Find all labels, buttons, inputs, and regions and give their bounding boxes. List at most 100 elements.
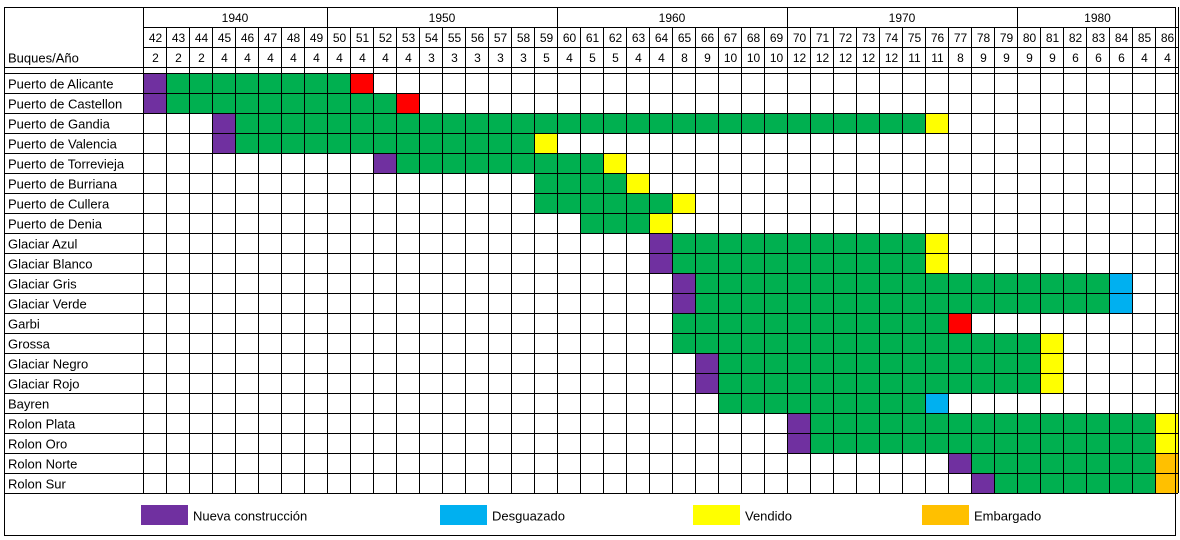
- fleet-count-label: 12: [816, 51, 830, 65]
- year-label: 59: [540, 31, 554, 45]
- timeline-cell: [695, 293, 718, 313]
- timeline-cell: [718, 333, 741, 353]
- timeline-cell: [1155, 413, 1178, 433]
- timeline-cell: [396, 93, 419, 113]
- timeline-cell: [948, 353, 971, 373]
- timeline-cell: [787, 253, 810, 273]
- year-label: 43: [172, 31, 186, 45]
- year-label: 86: [1161, 31, 1175, 45]
- timeline-cell: [1040, 273, 1063, 293]
- timeline-cell: [718, 113, 741, 133]
- timeline-cell: [833, 313, 856, 333]
- timeline-cell: [580, 113, 603, 133]
- fleet-count-label: 12: [839, 51, 853, 65]
- year-label: 84: [1115, 31, 1129, 45]
- timeline-cell: [1086, 273, 1109, 293]
- timeline-cell: [580, 213, 603, 233]
- timeline-cell: [1063, 433, 1086, 453]
- timeline-cell: [902, 333, 925, 353]
- timeline-cell: [879, 273, 902, 293]
- timeline-cell: [718, 393, 741, 413]
- timeline-cell: [741, 253, 764, 273]
- year-label: 78: [977, 31, 991, 45]
- timeline-cell: [350, 133, 373, 153]
- timeline-cell: [879, 233, 902, 253]
- timeline-cell: [971, 433, 994, 453]
- timeline-cell: [718, 353, 741, 373]
- timeline-cell: [603, 193, 626, 213]
- fleet-count-label: 6: [1095, 51, 1102, 65]
- timeline-cell: [764, 353, 787, 373]
- timeline-cell: [994, 453, 1017, 473]
- timeline-cell: [902, 313, 925, 333]
- timeline-cell: [603, 173, 626, 193]
- timeline-cell: [212, 73, 235, 93]
- ship-name-label: Puerto de Denia: [8, 217, 103, 232]
- timeline-cell: [994, 433, 1017, 453]
- timeline-cell: [925, 313, 948, 333]
- timeline-cell: [787, 313, 810, 333]
- timeline-cell: [764, 273, 787, 293]
- year-label: 57: [494, 31, 508, 45]
- timeline-cell: [856, 413, 879, 433]
- year-label: 68: [747, 31, 761, 45]
- fleet-count-label: 4: [1164, 51, 1171, 65]
- timeline-cell: [672, 253, 695, 273]
- fleet-count-label: 6: [1118, 51, 1125, 65]
- ship-name-label: Puerto de Burriana: [8, 177, 118, 192]
- legend-swatch: [922, 505, 969, 525]
- timeline-cell: [925, 273, 948, 293]
- timeline-cell: [833, 393, 856, 413]
- timeline-cell: [879, 353, 902, 373]
- year-label: 65: [678, 31, 692, 45]
- timeline-cell: [764, 233, 787, 253]
- year-label: 49: [310, 31, 324, 45]
- fleet-count-label: 9: [1026, 51, 1033, 65]
- timeline-cell: [925, 293, 948, 313]
- year-label: 85: [1138, 31, 1152, 45]
- timeline-cell: [925, 233, 948, 253]
- timeline-cell: [258, 113, 281, 133]
- ship-name-label: Glaciar Gris: [8, 277, 77, 292]
- timeline-cell: [787, 273, 810, 293]
- timeline-cell: [580, 153, 603, 173]
- decade-label: 1960: [659, 11, 686, 25]
- timeline-cell: [626, 173, 649, 193]
- year-label: 48: [287, 31, 301, 45]
- fleet-count-label: 6: [1072, 51, 1079, 65]
- timeline-cell: [534, 153, 557, 173]
- ship-name-label: Glaciar Blanco: [8, 257, 93, 272]
- timeline-cell: [695, 273, 718, 293]
- timeline-cell: [603, 153, 626, 173]
- fleet-count-label: 4: [313, 51, 320, 65]
- year-label: 50: [333, 31, 347, 45]
- timeline-cell: [649, 193, 672, 213]
- timeline-cell: [787, 293, 810, 313]
- year-label: 63: [632, 31, 646, 45]
- timeline-cell: [327, 93, 350, 113]
- year-label: 62: [609, 31, 623, 45]
- timeline-cell: [879, 333, 902, 353]
- timeline-cell: [143, 93, 166, 113]
- timeline-cell: [1063, 473, 1086, 493]
- year-label: 70: [793, 31, 807, 45]
- timeline-cell: [925, 353, 948, 373]
- timeline-cell: [810, 433, 833, 453]
- timeline-cell: [1017, 373, 1040, 393]
- timeline-cell: [879, 253, 902, 273]
- timeline-cell: [787, 433, 810, 453]
- timeline-cell: [833, 433, 856, 453]
- timeline-cell: [741, 373, 764, 393]
- ship-name-label: Puerto de Torrevieja: [8, 157, 125, 172]
- timeline-cell: [396, 113, 419, 133]
- timeline-cell: [1109, 433, 1132, 453]
- timeline-cell: [511, 133, 534, 153]
- timeline-cell: [1017, 333, 1040, 353]
- timeline-cell: [787, 413, 810, 433]
- fleet-count-label: 8: [957, 51, 964, 65]
- ship-name-label: Glaciar Azul: [8, 237, 77, 252]
- timeline-cell: [1017, 413, 1040, 433]
- timeline-cell: [534, 193, 557, 213]
- timeline-cell: [488, 133, 511, 153]
- timeline-cell: [810, 313, 833, 333]
